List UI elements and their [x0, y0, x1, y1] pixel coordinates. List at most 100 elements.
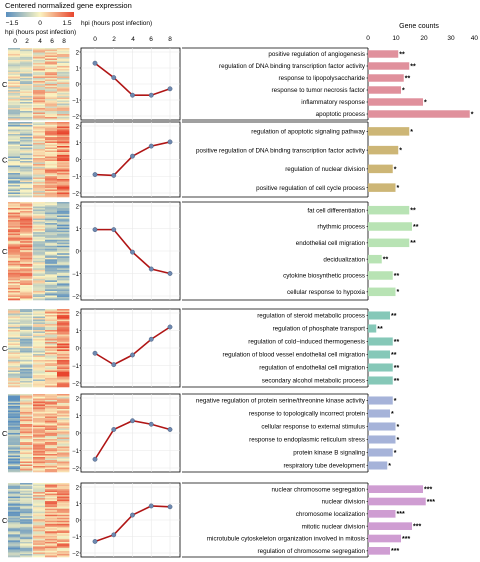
heatmap-xtick: 0: [13, 38, 17, 45]
heatmap-cell: [57, 553, 70, 556]
heatmap-cell: [8, 337, 21, 340]
heatmap-cell: [45, 123, 58, 126]
heatmap-cell: [45, 343, 58, 346]
heatmap-cell: [20, 283, 33, 286]
heatmap-cell: [45, 467, 58, 470]
heatmap-cell: [33, 235, 46, 237]
significance-label: *: [402, 87, 405, 94]
heatmap-cell: [8, 342, 21, 344]
heatmap-cell: [8, 54, 21, 56]
heatmap-cell: [57, 443, 70, 446]
heatmap-cell: [57, 137, 70, 139]
heatmap-cell: [57, 354, 70, 356]
data-point: [148, 92, 154, 98]
heatmap-cell: [57, 525, 70, 528]
heatmap-cell: [45, 248, 58, 251]
heatmap-cell: [20, 217, 33, 219]
heatmap-cell: [8, 284, 21, 287]
heatmap-cell: [45, 135, 58, 138]
heatmap-cell: [20, 202, 33, 204]
heatmap-cell: [57, 203, 70, 206]
line-ytick: −2: [72, 551, 80, 557]
heatmap-cell: [45, 214, 58, 216]
heatmap-cell: [45, 490, 58, 493]
line-ytick: 2: [76, 124, 80, 130]
heatmap-cell: [33, 351, 46, 353]
significance-label: **: [383, 257, 389, 264]
heatmap-cell: [8, 129, 21, 132]
line-ytick: 0: [76, 158, 80, 164]
heatmap-cell: [33, 382, 46, 385]
heatmap-cell: [57, 70, 70, 73]
heatmap-cell: [8, 174, 21, 177]
heatmap-cell: [20, 442, 33, 444]
heatmap-cell: [45, 55, 58, 58]
heatmap-cell: [33, 398, 46, 401]
heatmap-cell: [33, 284, 46, 287]
heatmap-cell: [45, 57, 58, 59]
heatmap-cell: [8, 443, 21, 446]
data-point: [111, 362, 117, 368]
heatmap-cell: [20, 496, 33, 499]
heatmap-cell: [33, 85, 46, 88]
heatmap-cell: [33, 275, 46, 278]
heatmap-cell: [33, 281, 46, 284]
heatmap-cell: [20, 349, 33, 352]
bar: [368, 74, 404, 82]
heatmap-cell: [33, 232, 46, 234]
heatmap-cell: [33, 137, 46, 139]
heatmap-cell: [8, 183, 21, 186]
term-label: regulation of apoptotic signaling pathwa…: [251, 129, 366, 136]
heatmap-cell: [8, 202, 21, 204]
heatmap-cell: [20, 274, 33, 277]
heatmap-cell: [20, 461, 33, 464]
heatmap-cell: [8, 123, 21, 126]
heatmap-cell: [33, 206, 46, 209]
heatmap-cell: [33, 138, 46, 141]
heatmap-cell: [45, 428, 58, 431]
heatmap-cell: [8, 283, 21, 286]
heatmap-cell: [8, 312, 21, 314]
heatmap-cell: [45, 117, 58, 119]
heatmap-cell: [8, 295, 21, 298]
heatmap-cell: [33, 150, 46, 153]
heatmap-cell: [8, 211, 21, 213]
heatmap-cell: [57, 269, 70, 272]
significance-label: ***: [424, 487, 432, 494]
heatmap-cell: [20, 208, 33, 210]
bar-axis-title: Gene counts: [399, 23, 439, 30]
heatmap-cell: [20, 262, 33, 265]
bar-group-4: regulation of steroid metabolic process *…: [182, 308, 399, 388]
heatmap-cell: [45, 268, 58, 271]
heatmap-cell: [20, 63, 33, 65]
heatmap-cell: [20, 431, 33, 434]
heatmap-cell: [45, 404, 58, 407]
heatmap-cell: [57, 339, 70, 341]
heatmap-cell: [33, 357, 46, 359]
heatmap-cell: [57, 381, 70, 383]
heatmap-cell: [20, 177, 33, 180]
heatmap-cell: [8, 75, 21, 77]
heatmap-cell: [45, 312, 58, 314]
heatmap-cell: [8, 161, 21, 163]
heatmap-cell: [20, 433, 33, 435]
heatmap-cell: [33, 226, 46, 228]
heatmap-cell: [20, 256, 33, 259]
heatmap-cell: [20, 327, 33, 329]
heatmap-cell: [20, 418, 33, 420]
heatmap-cell: [33, 72, 46, 74]
heatmap-cell: [57, 502, 70, 505]
heatmap-cell: [8, 206, 21, 209]
heatmap-cell: [20, 422, 33, 425]
heatmap-cell: [20, 140, 33, 142]
heatmap-cell: [57, 72, 70, 74]
heatmap-cell: [33, 179, 46, 181]
heatmap-cell: [33, 397, 46, 399]
term-label: positive regulation of angiogenesis: [268, 51, 365, 58]
heatmap-cell: [33, 280, 46, 283]
heatmap-cell: [8, 191, 21, 193]
heatmap-cell: [20, 97, 33, 100]
heatmap-cell: [8, 173, 21, 175]
